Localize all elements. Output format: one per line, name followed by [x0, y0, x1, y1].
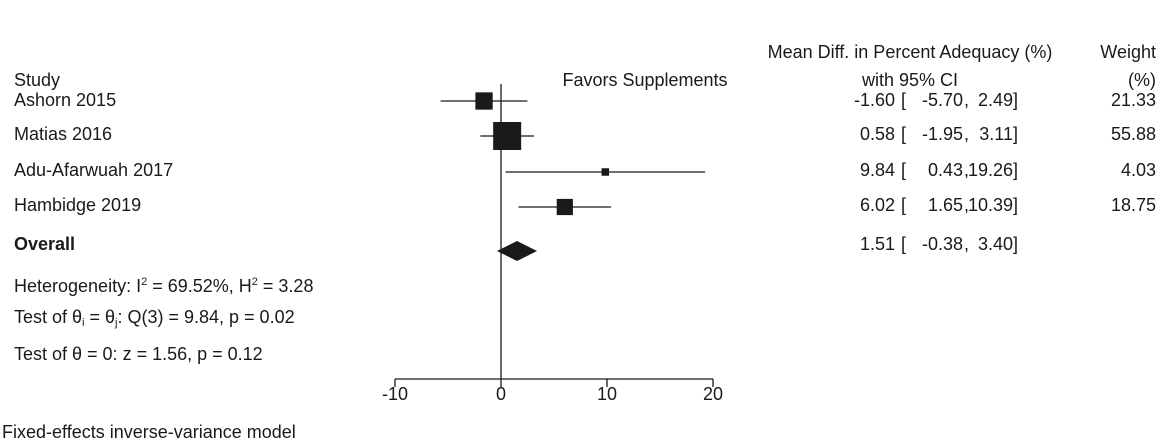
effect-column-header-line1: Mean Diff. in Percent Adequacy (%) [767, 42, 1053, 62]
study-name: Adu-Afarwuah 2017 [14, 160, 174, 180]
study-mean: 6.02 [859, 195, 895, 215]
effect-size-marker [601, 168, 610, 176]
study-ci-high: 19.26 [967, 160, 1013, 180]
study-name: Matias 2016 [14, 124, 113, 144]
bracket-close: ] [1013, 234, 1019, 254]
bracket-close: ] [1013, 90, 1019, 110]
x-tick-label: 10 [596, 384, 618, 404]
study-ci-low: 1.65 [927, 195, 963, 215]
study-mean: 0.58 [859, 124, 895, 144]
weight-column-header-line1: Weight [1100, 42, 1156, 62]
bracket-close: ] [1013, 195, 1019, 215]
study-name: Hambidge 2019 [14, 195, 142, 215]
overall-ci-high: 3.40 [977, 234, 1013, 254]
overall-mean: 1.51 [859, 234, 895, 254]
comma: , [964, 234, 970, 254]
study-column-header: Study [14, 70, 61, 90]
z-test-stat: Test of θ = 0: z = 1.56, p = 0.12 [14, 344, 263, 364]
study-ci-high: 10.39 [967, 195, 1013, 215]
study-ci-high: 3.11 [979, 124, 1013, 144]
bracket-close: ] [1013, 160, 1019, 180]
comma: , [964, 90, 970, 110]
bracket-open: [ [901, 160, 907, 180]
bracket-close: ] [1013, 124, 1019, 144]
effect-column-header-line2: with 95% CI [861, 70, 959, 90]
bracket-open: [ [901, 124, 907, 144]
comma: , [964, 124, 970, 144]
favors-label: Favors Supplements [562, 70, 728, 90]
study-ci-low: 0.43 [927, 160, 963, 180]
overall-diamond [496, 241, 538, 261]
effect-size-marker [493, 122, 522, 150]
study-weight: 21.33 [1110, 90, 1156, 110]
study-mean: 9.84 [859, 160, 895, 180]
study-weight: 55.88 [1110, 124, 1156, 144]
study-ci-high: 2.49 [977, 90, 1013, 110]
x-tick-label: 20 [702, 384, 724, 404]
study-mean: -1.60 [853, 90, 895, 110]
study-ci-low: -1.95 [921, 124, 963, 144]
comma: , [964, 195, 970, 215]
bracket-open: [ [901, 234, 907, 254]
comma: , [964, 160, 970, 180]
bracket-open: [ [901, 195, 907, 215]
study-weight: 4.03 [1120, 160, 1156, 180]
x-tick-label: 0 [495, 384, 506, 404]
effect-size-marker [556, 198, 573, 216]
bracket-open: [ [901, 90, 907, 110]
heterogeneity-stat: Heterogeneity: I2 = 69.52%, H2 = 3.28 [14, 276, 314, 296]
study-ci-low: -5.70 [921, 90, 963, 110]
effect-size-marker [475, 92, 493, 110]
study-weight: 18.75 [1110, 195, 1156, 215]
q-test-stat: Test of θi = θj: Q(3) = 9.84, p = 0.02 [14, 307, 295, 329]
overall-ci-low: -0.38 [921, 234, 963, 254]
overall-label: Overall [14, 234, 76, 254]
study-name: Ashorn 2015 [14, 90, 117, 110]
x-tick-label: -10 [381, 384, 408, 404]
weight-column-header-line2: (%) [1128, 70, 1156, 90]
model-footnote: Fixed-effects inverse-variance model [2, 422, 296, 442]
